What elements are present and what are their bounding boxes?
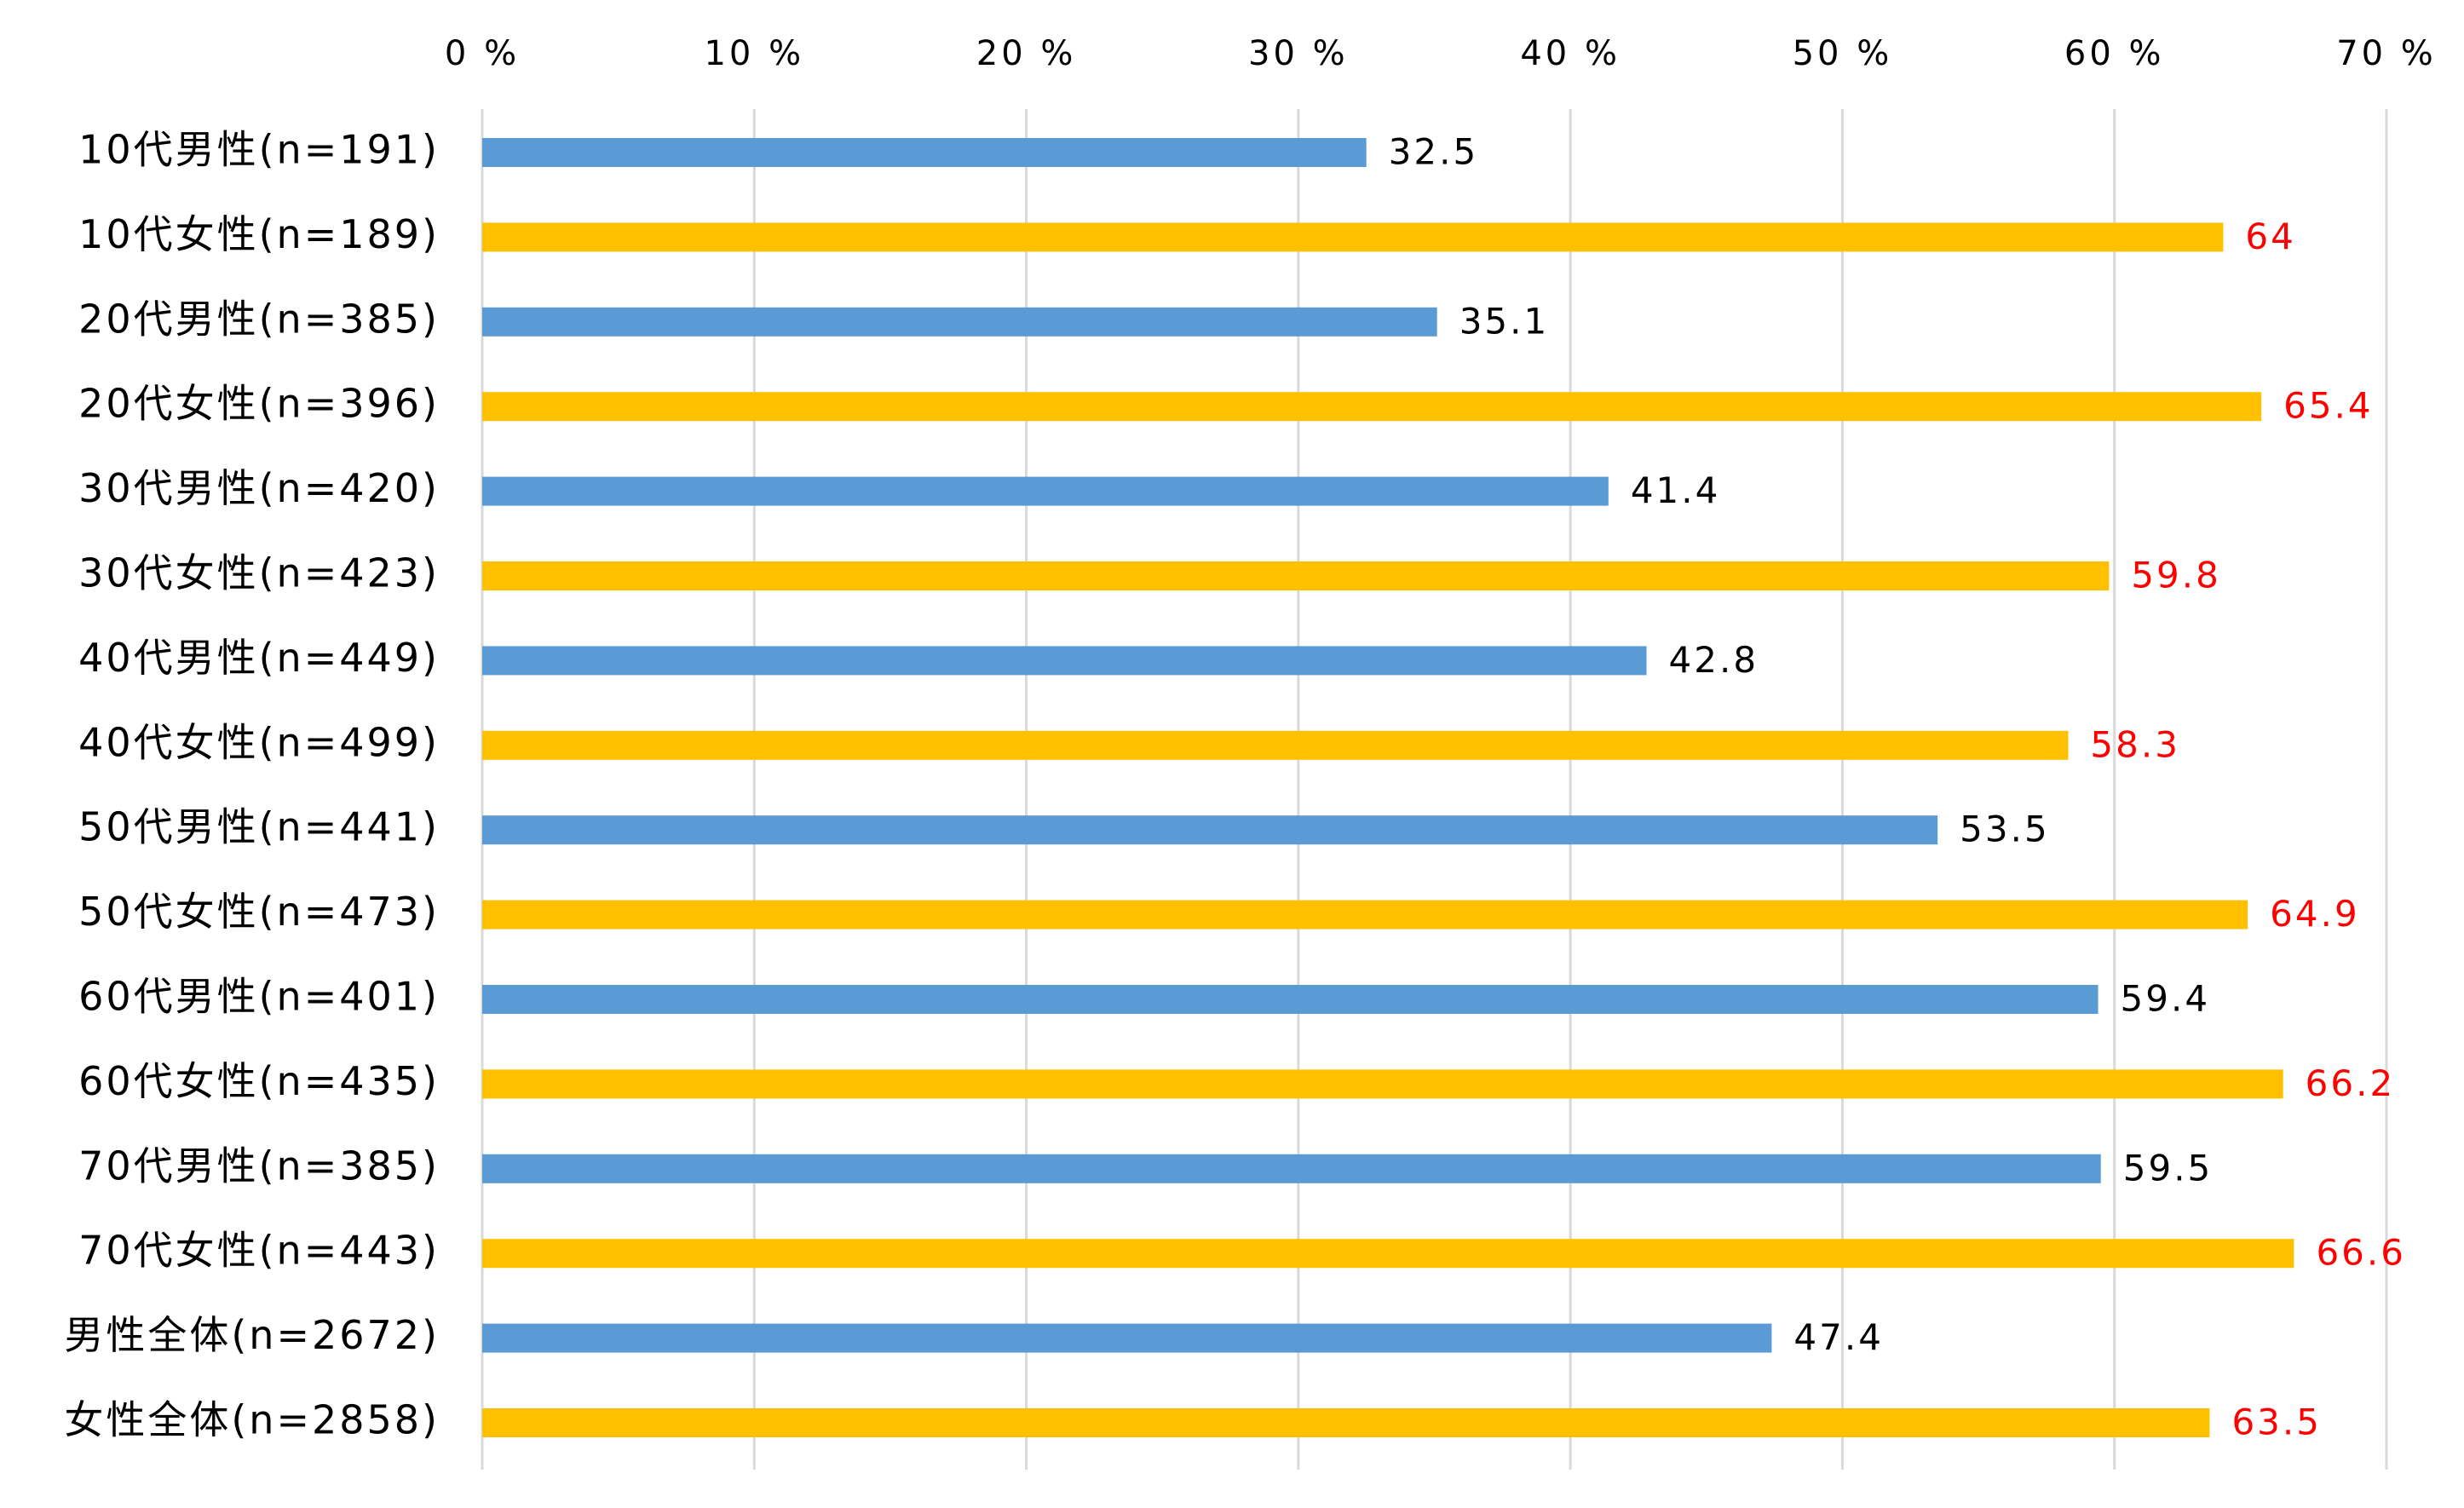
data-label: 59.5 xyxy=(2123,1147,2214,1189)
category-label: 30代男性(n=420) xyxy=(78,465,440,511)
bar-female xyxy=(482,730,2069,760)
category-label: 50代女性(n=473) xyxy=(78,889,440,935)
category-label: 20代男性(n=385) xyxy=(78,296,440,342)
x-tick-label: 0 % xyxy=(445,34,520,73)
category-label: 70代男性(n=385) xyxy=(78,1143,440,1189)
bar-male xyxy=(482,646,1647,676)
x-tick-label: 30 % xyxy=(1248,34,1349,73)
data-labels: 32.5 64 35.1 65.4 41.4 59.8 42.8 58.3 53.5 64.9 59… xyxy=(1389,131,2406,1443)
bar-female xyxy=(482,392,2262,422)
x-axis-tick-labels: 0 % 10 % 20 % 30 % 40 % 50 % 60 % 70 % xyxy=(445,34,2437,73)
data-label: 41.4 xyxy=(1631,469,1721,511)
bar-female xyxy=(482,1408,2210,1437)
bar-male xyxy=(482,1154,2101,1183)
data-label: 64.9 xyxy=(2270,893,2360,935)
category-labels: 10代男性(n=191) 10代女性(n=189) 20代男性(n=385) 20代女… xyxy=(64,127,440,1443)
data-label: 32.5 xyxy=(1389,131,1479,173)
bar-female xyxy=(482,900,2248,930)
bar-male xyxy=(482,1323,1772,1353)
data-label: 42.8 xyxy=(1669,639,1759,681)
category-label: 30代女性(n=423) xyxy=(78,550,440,596)
bar-female xyxy=(482,1239,2294,1269)
bar-male xyxy=(482,985,2098,1014)
data-label: 63.5 xyxy=(2231,1402,2322,1443)
category-label: 10代男性(n=191) xyxy=(78,127,440,173)
bar-male xyxy=(482,476,1609,506)
data-label: 35.1 xyxy=(1459,300,1550,342)
bar-female xyxy=(482,1069,2283,1099)
x-tick-label: 50 % xyxy=(1793,34,1893,73)
data-label: 47.4 xyxy=(1793,1316,1884,1358)
bar-male xyxy=(482,815,1938,845)
category-label: 50代男性(n=441) xyxy=(78,804,440,850)
bar-female xyxy=(482,561,2110,590)
bar-male xyxy=(482,307,1437,337)
category-label: 10代女性(n=189) xyxy=(78,211,440,257)
category-label: 60代女性(n=435) xyxy=(78,1058,440,1104)
data-label: 59.4 xyxy=(2121,978,2211,1020)
x-tick-label: 70 % xyxy=(2336,34,2437,73)
x-tick-label: 60 % xyxy=(2064,34,2165,73)
data-label: 58.3 xyxy=(2090,723,2180,765)
bar-male xyxy=(482,138,1367,167)
data-label: 59.8 xyxy=(2131,555,2221,596)
category-label: 男性全体(n=2672) xyxy=(64,1312,440,1358)
data-label: 64 xyxy=(2245,216,2295,257)
data-label: 53.5 xyxy=(1960,809,2050,850)
category-label: 40代女性(n=499) xyxy=(78,719,440,765)
data-label: 66.6 xyxy=(2316,1232,2406,1274)
x-tick-label: 10 % xyxy=(704,34,804,73)
x-tick-label: 40 % xyxy=(1520,34,1621,73)
bar-female xyxy=(482,222,2224,252)
category-label: 40代男性(n=449) xyxy=(78,635,440,681)
category-label: 20代女性(n=396) xyxy=(78,381,440,427)
bars xyxy=(482,138,2294,1437)
data-label: 66.2 xyxy=(2306,1062,2396,1104)
x-tick-label: 20 % xyxy=(976,34,1077,73)
category-label: 70代女性(n=443) xyxy=(78,1228,440,1274)
category-label: 60代男性(n=401) xyxy=(78,974,440,1020)
category-label: 女性全体(n=2858) xyxy=(64,1397,440,1443)
data-label: 65.4 xyxy=(2283,385,2374,427)
